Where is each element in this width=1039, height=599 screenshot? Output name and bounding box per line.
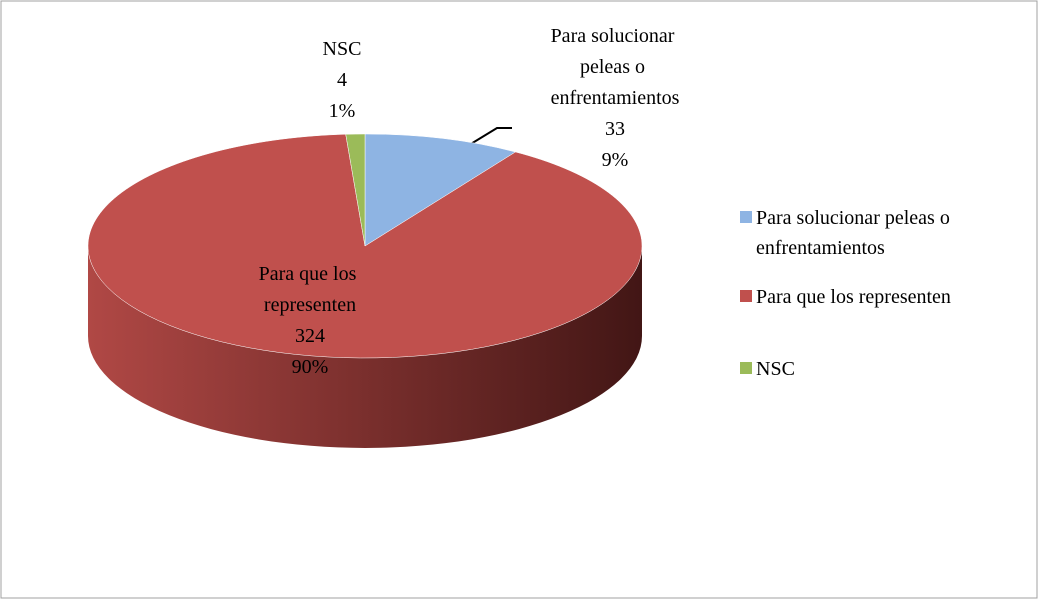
data-label-value: 33 [605,118,625,140]
legend-swatch [740,211,752,223]
data-label-name: Para que los representen [259,263,362,316]
data-label-name: Para solucionar peleas o enfrentamientos [551,25,680,109]
legend-swatch [740,362,752,374]
legend-swatch [740,290,752,302]
data-label-percent: 90% [292,356,329,378]
data-label-percent: 1% [329,100,356,122]
pie-slice [364,133,517,247]
pie-slice [87,134,643,359]
labels: Para solucionar peleas o enfrentamientos… [259,25,680,378]
data-label-value: 4 [337,69,347,91]
pie-slice [345,133,366,247]
data-label-name: NSC [323,38,362,60]
pie [87,133,643,448]
data-label-percent: 9% [602,149,629,171]
legend-label: Para solucionar peleas o enfrentamientos [756,207,955,259]
legend: Para solucionar peleas o enfrentamientos… [740,207,955,380]
legend-label: NSC [756,358,795,380]
legend-label: Para que los representen [756,286,951,308]
pie-side [88,246,642,448]
data-label-value: 324 [295,325,325,347]
